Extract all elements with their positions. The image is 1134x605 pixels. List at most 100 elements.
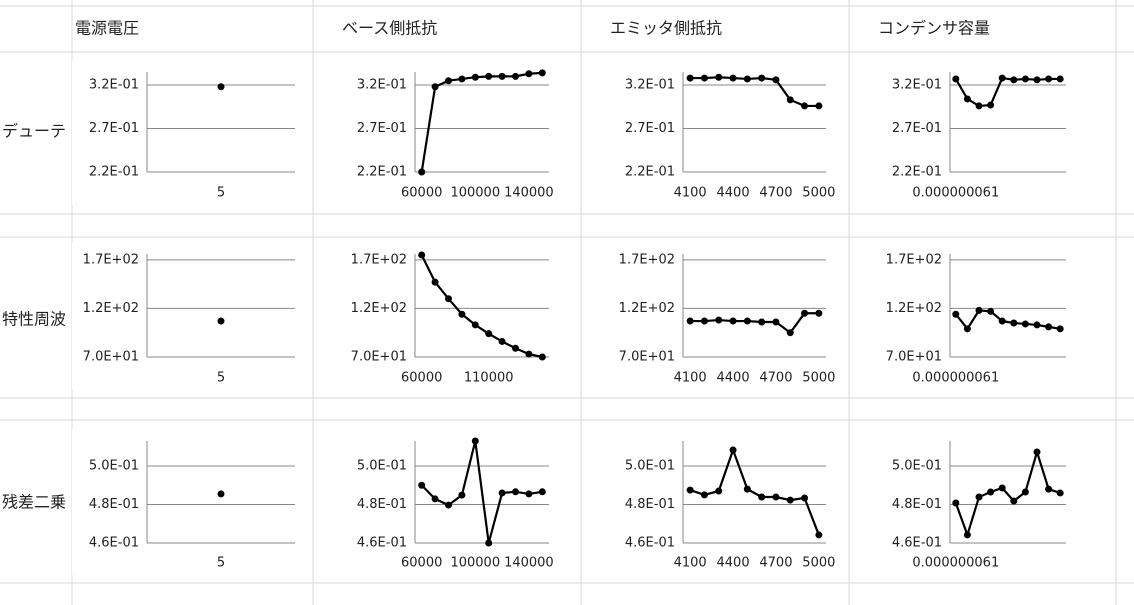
series-line bbox=[954, 309, 1061, 331]
data-point bbox=[512, 344, 519, 352]
y-tick-label: 2.2E-01 bbox=[625, 165, 675, 180]
data-point bbox=[538, 488, 546, 496]
y-tick-label: 7.0E+01 bbox=[83, 350, 139, 365]
data-point bbox=[786, 96, 794, 104]
x-tick-label: 140000 bbox=[504, 186, 554, 201]
x-tick-label: 4100 bbox=[674, 371, 707, 386]
chart-area bbox=[72, 429, 310, 575]
x-tick-label: 5000 bbox=[802, 556, 835, 571]
x-tick-label: 5000 bbox=[802, 186, 835, 201]
x-tick-label: 4700 bbox=[759, 186, 792, 201]
data-point bbox=[772, 493, 780, 501]
data-point bbox=[975, 102, 983, 110]
x-tick-label: 4400 bbox=[717, 186, 750, 201]
y-tick-label: 5.0E-01 bbox=[89, 459, 139, 474]
data-point bbox=[815, 531, 823, 539]
y-tick-label: 7.0E+01 bbox=[351, 350, 407, 365]
data-point bbox=[498, 337, 506, 345]
series-line bbox=[420, 254, 543, 359]
data-point bbox=[431, 278, 439, 286]
data-point bbox=[786, 329, 794, 337]
data-point bbox=[758, 493, 766, 501]
data-point bbox=[431, 83, 439, 91]
data-point bbox=[418, 168, 426, 176]
data-point bbox=[445, 77, 452, 85]
x-tick-label: 0.000000061 bbox=[912, 556, 999, 571]
y-tick-label: 1.2E+02 bbox=[83, 301, 139, 316]
data-point bbox=[998, 317, 1006, 325]
column-header: ベース側抵抗 bbox=[342, 19, 437, 38]
chart-area bbox=[72, 60, 310, 205]
data-point bbox=[801, 309, 809, 317]
y-tick-label: 2.2E-01 bbox=[89, 165, 139, 180]
data-point bbox=[786, 496, 794, 504]
x-tick-label: 5000 bbox=[802, 371, 835, 386]
data-point bbox=[418, 251, 426, 259]
y-tick-label: 7.0E+01 bbox=[886, 350, 942, 365]
data-point bbox=[772, 76, 780, 84]
data-point bbox=[498, 489, 506, 497]
data-point bbox=[498, 72, 506, 80]
data-point bbox=[1010, 319, 1018, 327]
chart-area bbox=[340, 242, 564, 390]
y-tick-label: 2.2E-01 bbox=[892, 165, 942, 180]
y-tick-label: 3.2E-01 bbox=[892, 78, 942, 93]
y-tick-label: 3.2E-01 bbox=[357, 78, 407, 93]
y-tick-label: 4.8E-01 bbox=[625, 497, 675, 512]
data-point bbox=[525, 490, 533, 498]
data-point bbox=[729, 317, 737, 325]
data-point bbox=[512, 488, 519, 496]
x-tick-label: 100000 bbox=[450, 556, 500, 571]
data-point bbox=[1021, 488, 1029, 496]
data-point bbox=[217, 490, 225, 498]
data-point bbox=[975, 306, 983, 314]
column-header: エミッタ側抵抗 bbox=[610, 19, 722, 38]
data-point bbox=[743, 75, 751, 83]
data-point bbox=[525, 350, 533, 358]
y-tick-label: 2.2E-01 bbox=[357, 165, 407, 180]
y-tick-label: 2.7E-01 bbox=[357, 121, 407, 136]
y-tick-label: 2.7E-01 bbox=[89, 121, 139, 136]
x-tick-label: 0.000000061 bbox=[912, 186, 999, 201]
x-tick-label: 140000 bbox=[504, 556, 554, 571]
y-tick-label: 1.2E+02 bbox=[351, 301, 407, 316]
y-tick-label: 1.7E+02 bbox=[619, 252, 675, 267]
series-line bbox=[420, 71, 543, 173]
data-point bbox=[538, 353, 546, 361]
data-point bbox=[1056, 489, 1064, 497]
data-point bbox=[686, 486, 694, 494]
data-point bbox=[1021, 75, 1029, 83]
x-tick-label: 5 bbox=[217, 556, 225, 571]
series-line bbox=[954, 448, 1061, 539]
data-point bbox=[458, 75, 466, 83]
data-point bbox=[686, 317, 694, 325]
data-point bbox=[1033, 321, 1041, 329]
data-point bbox=[987, 307, 995, 315]
x-tick-label: 4100 bbox=[674, 556, 707, 571]
data-point bbox=[217, 317, 225, 325]
y-tick-label: 1.2E+02 bbox=[886, 301, 942, 316]
data-point bbox=[1010, 497, 1018, 505]
row-header: 特性周波 bbox=[2, 310, 66, 329]
data-point bbox=[772, 318, 780, 326]
data-point bbox=[485, 330, 493, 338]
x-tick-label: 60000 bbox=[401, 556, 442, 571]
data-point bbox=[801, 102, 809, 110]
y-tick-label: 5.0E-01 bbox=[357, 459, 407, 474]
data-point bbox=[998, 484, 1006, 492]
data-point bbox=[963, 325, 971, 333]
row-header: 残差二乗 bbox=[2, 493, 66, 512]
y-tick-label: 4.6E-01 bbox=[89, 536, 139, 551]
data-point bbox=[998, 74, 1006, 82]
chart-area bbox=[340, 60, 564, 205]
data-point bbox=[715, 73, 723, 81]
data-point bbox=[715, 487, 723, 495]
data-point bbox=[952, 310, 960, 318]
data-point bbox=[485, 72, 493, 80]
y-tick-label: 4.8E-01 bbox=[357, 497, 407, 512]
y-tick-label: 4.8E-01 bbox=[892, 497, 942, 512]
y-tick-label: 4.6E-01 bbox=[357, 536, 407, 551]
column-header: コンデンサ容量 bbox=[878, 19, 990, 38]
